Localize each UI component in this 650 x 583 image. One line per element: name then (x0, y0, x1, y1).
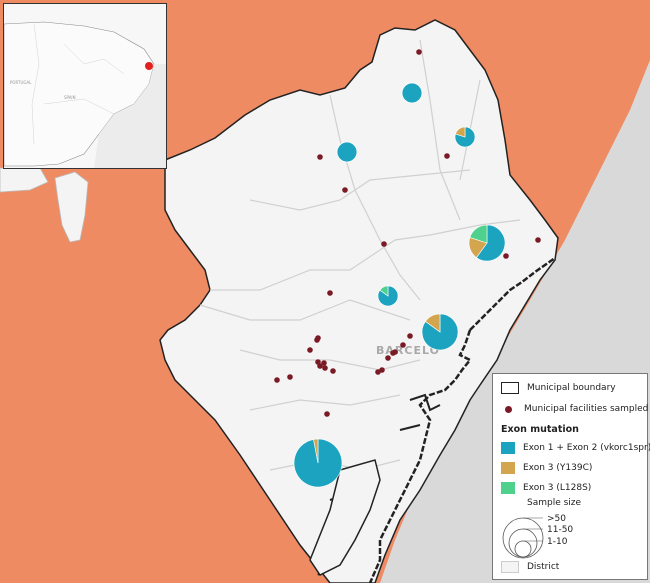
inset-barcelona-marker (145, 62, 153, 70)
legend-y139c-row: Exon 3 (Y139C) (501, 462, 592, 474)
port-piers (317, 393, 441, 576)
inset-sea (94, 64, 166, 168)
facility-point (375, 369, 381, 375)
facility-point (535, 237, 541, 243)
l128s-swatch (501, 482, 515, 494)
sample-size-title-text: Sample size (527, 498, 582, 508)
exon12-swatch (501, 442, 515, 454)
facility-point (307, 347, 313, 353)
legend-exon-title: Exon mutation (501, 424, 579, 435)
legend-facility-label: Municipal facilities sampled (524, 404, 649, 414)
facility-point (342, 187, 348, 193)
facility-point (321, 360, 327, 366)
size-circle-small (514, 540, 532, 558)
legend-boundary-row: Municipal boundary (501, 382, 616, 394)
district-fragment (54, 171, 89, 243)
size-circle-large (502, 517, 544, 559)
district-swatch (501, 561, 519, 573)
sample-pies (293, 82, 506, 488)
facility-point (390, 350, 396, 356)
pie-slice (379, 285, 389, 297)
facility-point (274, 377, 280, 383)
inset-label-spain: SPAIN (64, 95, 76, 100)
pie-slice (455, 126, 466, 138)
legend-facility-row: Municipal facilities sampled (501, 404, 648, 414)
pie-slice (401, 82, 423, 104)
legend-sample-size-title: Sample size (527, 498, 581, 508)
sample-pie (454, 126, 476, 148)
legend-boundary-label: Municipal boundary (527, 383, 616, 393)
sample-pie (401, 82, 423, 104)
pie-slice (476, 224, 506, 262)
facility-point (503, 253, 509, 259)
facility-point (385, 355, 391, 361)
facility-swatch (505, 405, 512, 413)
pie-slice (454, 126, 476, 148)
sample-pie (336, 141, 358, 163)
facility-point (317, 363, 323, 369)
legend-l128s-label: Exon 3 (L128S) (523, 483, 592, 493)
facility-point (330, 368, 336, 374)
facility-point (327, 290, 333, 296)
municipality-area (159, 19, 559, 583)
port-area (309, 459, 381, 576)
size-medium-label: 11-50 (547, 525, 573, 535)
district-lines (199, 39, 521, 471)
sample-pie (377, 285, 399, 307)
pie-slice (469, 224, 488, 244)
inset-label-portugal: PORTUGAL (10, 80, 32, 85)
size-small-label: 1-10 (547, 537, 568, 547)
inset-map: PORTUGAL SPAIN (3, 3, 167, 169)
legend-district-label: District (527, 562, 560, 572)
legend-exon12-label: Exon 1 + Exon 2 (vkorc1spr) (523, 443, 650, 453)
facility-point (400, 342, 406, 348)
facility-point (444, 153, 450, 159)
facility-point (317, 154, 323, 160)
boundary-swatch (501, 382, 519, 394)
facility-point (381, 241, 387, 247)
facility-point (324, 411, 330, 417)
legend-exon12-row: Exon 1 + Exon 2 (vkorc1spr) (501, 442, 650, 454)
pie-slice (336, 141, 358, 163)
pie-slice (425, 313, 441, 333)
size-large-label: >50 (547, 514, 566, 524)
legend-y139c-label: Exon 3 (Y139C) (523, 463, 593, 473)
legend-l128s-row: Exon 3 (L128S) (501, 482, 591, 494)
size-circle-medium (508, 528, 538, 558)
port-outline (368, 256, 556, 583)
facility-point (287, 374, 293, 380)
facility-point (322, 365, 328, 371)
y139c-swatch (501, 462, 515, 474)
legend-exon-title-text: Exon mutation (501, 424, 579, 435)
sample-pie (468, 224, 506, 262)
facility-point (407, 333, 413, 339)
facility-point (416, 49, 422, 55)
sample-pie (293, 438, 343, 488)
map-legend: Municipal boundary Municipal facilities … (492, 373, 650, 580)
pie-slice (313, 438, 319, 464)
sample-pie (421, 313, 459, 351)
size-circles: >50 11-50 1-10 (502, 514, 573, 559)
inset-borders (31, 23, 125, 145)
legend-district-row: District (501, 561, 559, 573)
facility-point (315, 335, 321, 341)
